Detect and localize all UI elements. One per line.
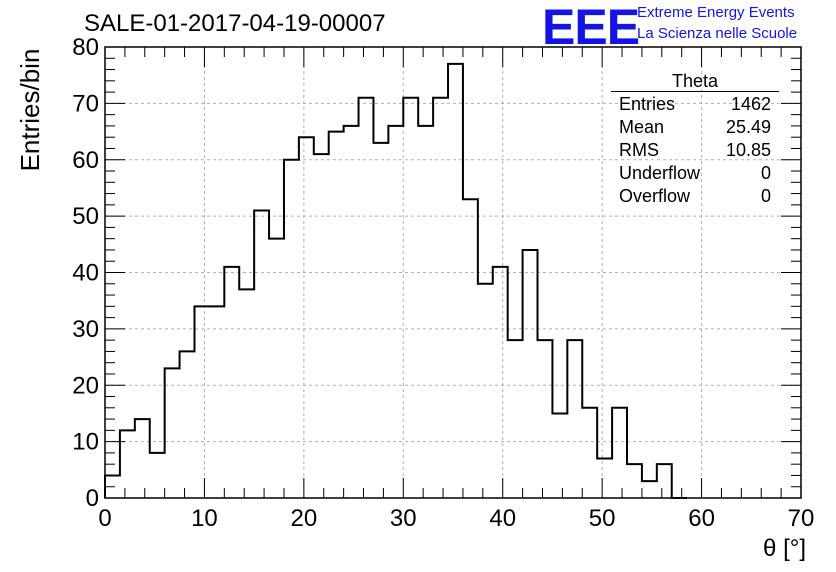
histogram-bin — [582, 408, 597, 498]
eee-logo: EEE — [542, 0, 640, 55]
histogram-bin — [135, 419, 150, 498]
stats-label: RMS — [619, 140, 659, 160]
histogram-bin — [478, 284, 493, 498]
x-tick-label: 60 — [688, 505, 715, 532]
logo-line2: La Scienza nelle Scuole — [637, 25, 798, 42]
histogram-bin — [373, 143, 388, 498]
histogram-bin — [120, 430, 135, 498]
histogram-bin — [597, 459, 612, 498]
histogram-bin — [299, 137, 314, 498]
stats-label: Entries — [619, 94, 676, 114]
histogram-bin — [209, 306, 224, 498]
y-tick-label: 0 — [86, 485, 99, 512]
histogram-bin — [269, 239, 284, 498]
stats-label: Underflow — [619, 163, 701, 183]
histogram-bin — [508, 340, 523, 498]
x-tick-label: 0 — [98, 505, 111, 532]
y-tick-label: 20 — [72, 372, 99, 399]
histogram-bin — [463, 199, 478, 498]
histogram-bin — [165, 368, 180, 498]
histogram-bin — [239, 289, 254, 498]
y-tick-label: 70 — [72, 90, 99, 117]
x-tick-label: 50 — [589, 505, 616, 532]
histogram-bin — [448, 64, 463, 498]
stats-row-overflow: Overflow 0 — [611, 185, 779, 208]
histogram-bin — [254, 210, 269, 498]
x-tick-label: 30 — [390, 505, 417, 532]
y-tick-label: 80 — [72, 34, 99, 61]
stats-row-underflow: Underflow 0 — [611, 162, 779, 185]
axis-ticks — [104, 46, 802, 499]
histogram-bin — [224, 267, 239, 498]
y-axis-label: Entries/bin — [15, 48, 45, 172]
y-tick-label: 50 — [72, 203, 99, 230]
histogram-bin — [433, 98, 448, 498]
histogram-bin — [314, 154, 329, 498]
x-axis-label: θ [°] — [763, 535, 806, 562]
histogram-bin — [627, 464, 642, 498]
axis-tick-labels: 0 10 20 30 40 50 60 70 0 10 20 30 40 50 60 70 80 — [72, 34, 814, 532]
stats-label: Overflow — [619, 186, 691, 206]
eee-logo-text: EEE — [542, 0, 640, 55]
x-tick-label: 20 — [291, 505, 318, 532]
histogram-outline — [104, 62, 687, 499]
stats-value: 0 — [760, 186, 771, 206]
histogram-bin — [150, 453, 165, 498]
y-tick-label: 40 — [72, 260, 99, 287]
stats-label: Mean — [619, 117, 665, 137]
histogram-bin — [418, 126, 433, 498]
stats-value: 25.49 — [725, 117, 771, 137]
stats-row-rms: RMS 10.85 — [611, 139, 779, 162]
y-tick-label: 10 — [72, 429, 99, 456]
x-tick-label: 40 — [489, 505, 516, 532]
histogram-bin — [180, 351, 195, 498]
y-tick-label: 60 — [72, 147, 99, 174]
histogram-bin — [552, 413, 567, 498]
x-tick-label: 70 — [788, 505, 815, 532]
grid-lines — [105, 47, 801, 498]
stats-box: Theta Entries 1462 Mean 25.49 RMS 10.85 … — [611, 72, 779, 208]
histogram-bin — [329, 132, 344, 498]
stats-value: 0 — [760, 163, 771, 183]
histogram-bin — [538, 340, 553, 498]
histogram-series — [104, 62, 687, 499]
histogram-bin — [612, 408, 627, 498]
histogram-bin — [523, 250, 538, 498]
histogram-bin — [403, 98, 418, 498]
histogram-bin — [194, 306, 209, 498]
histogram-bin — [493, 267, 508, 498]
stats-row-entries: Entries 1462 — [611, 93, 779, 116]
stats-value: 10.85 — [725, 140, 771, 160]
stats-title: Theta — [611, 72, 779, 92]
logo-line1: Extreme Energy Events — [637, 4, 795, 21]
chart-title: SALE-01-2017-04-19-00007 — [84, 10, 386, 37]
x-tick-label: 10 — [191, 505, 218, 532]
histogram-bin — [359, 98, 374, 498]
y-tick-label: 30 — [72, 316, 99, 343]
histogram-bin — [344, 126, 359, 498]
histogram-bin — [642, 481, 657, 498]
histogram-bin — [567, 340, 582, 498]
histogram-bin — [388, 126, 403, 498]
stats-value: 1462 — [730, 94, 771, 114]
stats-row-mean: Mean 25.49 — [611, 116, 779, 139]
histogram-bin — [657, 464, 672, 498]
